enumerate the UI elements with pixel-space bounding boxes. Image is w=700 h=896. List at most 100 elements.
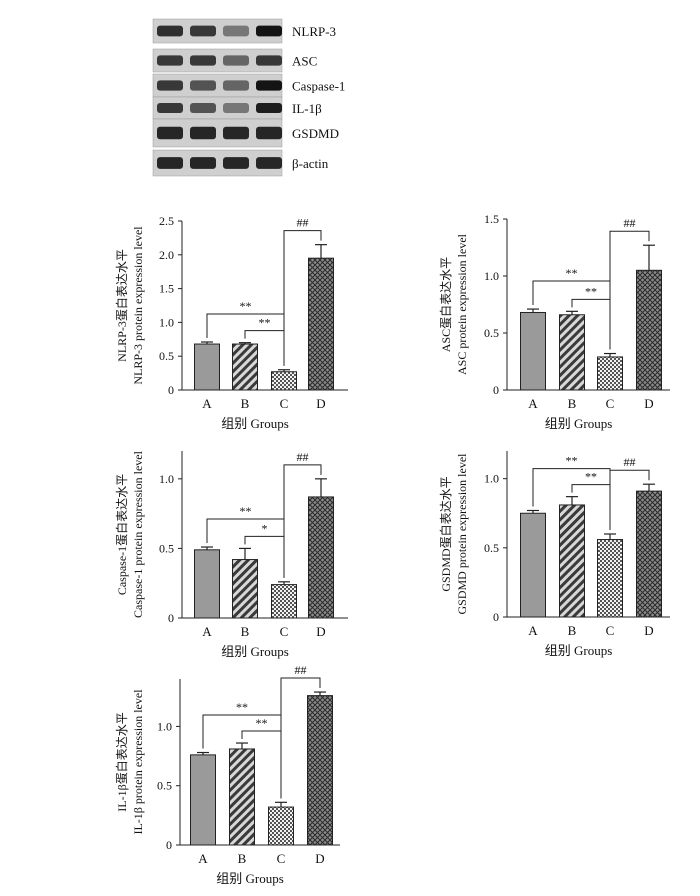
significance-label: ## (297, 450, 309, 464)
x-tick-label: B (568, 396, 577, 411)
x-tick-label: A (528, 396, 538, 411)
significance-label: ** (566, 266, 578, 280)
bar-B (232, 343, 258, 391)
bar-D (308, 496, 334, 619)
chart-1: 0 0.5 1.0 1.5 2.0 2.5 A B C D 组别 Groups NLRP-3蛋白表达水… (114, 214, 348, 431)
x-tick-label: C (277, 851, 286, 866)
significance-bracket (609, 469, 650, 530)
y-tick-label: 2.5 (159, 214, 174, 228)
blot-band (157, 103, 183, 113)
x-tick-label: B (238, 851, 247, 866)
blot-band (157, 55, 183, 66)
significance-label: ## (624, 455, 636, 469)
blot-row: NLRP-3 (152, 18, 336, 44)
blot-band (190, 103, 216, 113)
blot-band (256, 25, 282, 37)
western-blot-panel: NLRP-3 ASC Caspase-1 IL-1β GSDMD β-actin (152, 18, 345, 177)
x-tick-label: D (644, 623, 653, 638)
y-tick-label: 1.0 (159, 472, 174, 486)
y-tick-label: 1.5 (159, 282, 174, 296)
blot-band (256, 80, 282, 91)
bar-A (520, 311, 546, 391)
x-axis-label: 组别 Groups (545, 643, 613, 658)
significance-label: ## (624, 216, 636, 230)
chart-4: 0 0.5 1.0 A B C D 组别 Groups GSDMD蛋白表达水平 GSDMD pro… (438, 451, 670, 658)
blot-label: NLRP-3 (292, 24, 336, 39)
y-axis-label-en: IL-1β protein expression level (131, 689, 145, 835)
x-tick-label: D (644, 396, 653, 411)
blot-label: ASC (292, 54, 317, 69)
significance-label: ** (240, 504, 252, 518)
blot-band (190, 157, 216, 169)
y-tick-label: 0 (493, 610, 499, 624)
blot-band (256, 126, 282, 140)
bar-B (229, 748, 255, 846)
bar-A (520, 512, 546, 618)
significance-bracket (283, 230, 322, 366)
y-axis-label-cn: ASC蛋白表达水平 (438, 257, 453, 352)
bar-C (268, 806, 294, 846)
y-tick-label: 0.5 (484, 541, 499, 555)
significance-label: ** (585, 470, 597, 484)
x-tick-label: C (606, 623, 615, 638)
y-tick-label: 1.5 (484, 212, 499, 226)
blot-band (223, 25, 249, 37)
y-tick-label: 0.5 (157, 779, 172, 793)
significance-label: ## (297, 216, 309, 230)
blot-band (190, 55, 216, 66)
significance-label: ** (585, 284, 597, 298)
significance-label: * (262, 521, 268, 535)
blot-band (223, 157, 249, 169)
bar-C (597, 539, 623, 618)
blot-band (256, 55, 282, 66)
x-axis-label: 组别 Groups (221, 416, 289, 431)
y-tick-label: 2.0 (159, 248, 174, 262)
y-tick-label: 1.0 (159, 315, 174, 329)
x-axis-label: 组别 Groups (216, 871, 284, 886)
blot-label: GSDMD (292, 126, 339, 141)
bar-D (636, 269, 662, 391)
bar-A (190, 754, 216, 846)
blot-band (157, 157, 183, 169)
chart-2: 0 0.5 1.0 1.5 A B C D 组别 Groups ASC蛋白表达水平 ASC prot… (438, 212, 670, 431)
blot-label: Caspase-1 (292, 79, 345, 94)
x-tick-label: B (568, 623, 577, 638)
bar-B (559, 314, 585, 391)
blot-row: GSDMD (152, 118, 339, 148)
blot-band (223, 126, 249, 140)
blot-band (223, 80, 249, 91)
blot-band (190, 25, 216, 37)
y-tick-label: 0 (493, 383, 499, 397)
x-tick-label: A (198, 851, 208, 866)
blot-band (190, 126, 216, 140)
chart-3: 0 0.5 1.0 A B C D 组别 Groups Caspase-1蛋白表达水平 Caspa… (114, 450, 348, 659)
blot-band (256, 157, 282, 169)
x-tick-label: C (280, 396, 289, 411)
blot-band (256, 103, 282, 113)
y-axis-label-en: ASC protein expression level (455, 233, 469, 375)
significance-label: ** (256, 716, 268, 730)
significance-bracket (283, 464, 322, 578)
blot-band (190, 80, 216, 91)
y-axis-label-cn: GSDMD蛋白表达水平 (438, 476, 453, 591)
y-tick-label: 0.5 (484, 326, 499, 340)
blot-row: Caspase-1 (152, 73, 345, 98)
y-tick-label: 0 (166, 838, 172, 852)
y-axis-label-en: GSDMD protein expression level (455, 453, 469, 615)
bar-A (194, 343, 220, 391)
blot-label: IL-1β (292, 101, 322, 116)
blot-band (223, 55, 249, 66)
bar-A (194, 549, 220, 619)
blot-band (157, 80, 183, 91)
significance-bracket (609, 230, 650, 350)
y-tick-label: 1.0 (484, 269, 499, 283)
x-axis-label: 组别 Groups (221, 644, 289, 659)
blot-band (223, 103, 249, 113)
x-tick-label: A (202, 624, 212, 639)
significance-label: ** (259, 316, 271, 330)
y-axis-label-en: Caspase-1 protein expression level (131, 450, 145, 618)
y-tick-label: 0.5 (159, 541, 174, 555)
chart-5: 0 0.5 1.0 A B C D 组别 Groups IL-1β蛋白表达水平 IL-1β pro… (114, 663, 340, 886)
significance-label: ** (566, 454, 578, 468)
